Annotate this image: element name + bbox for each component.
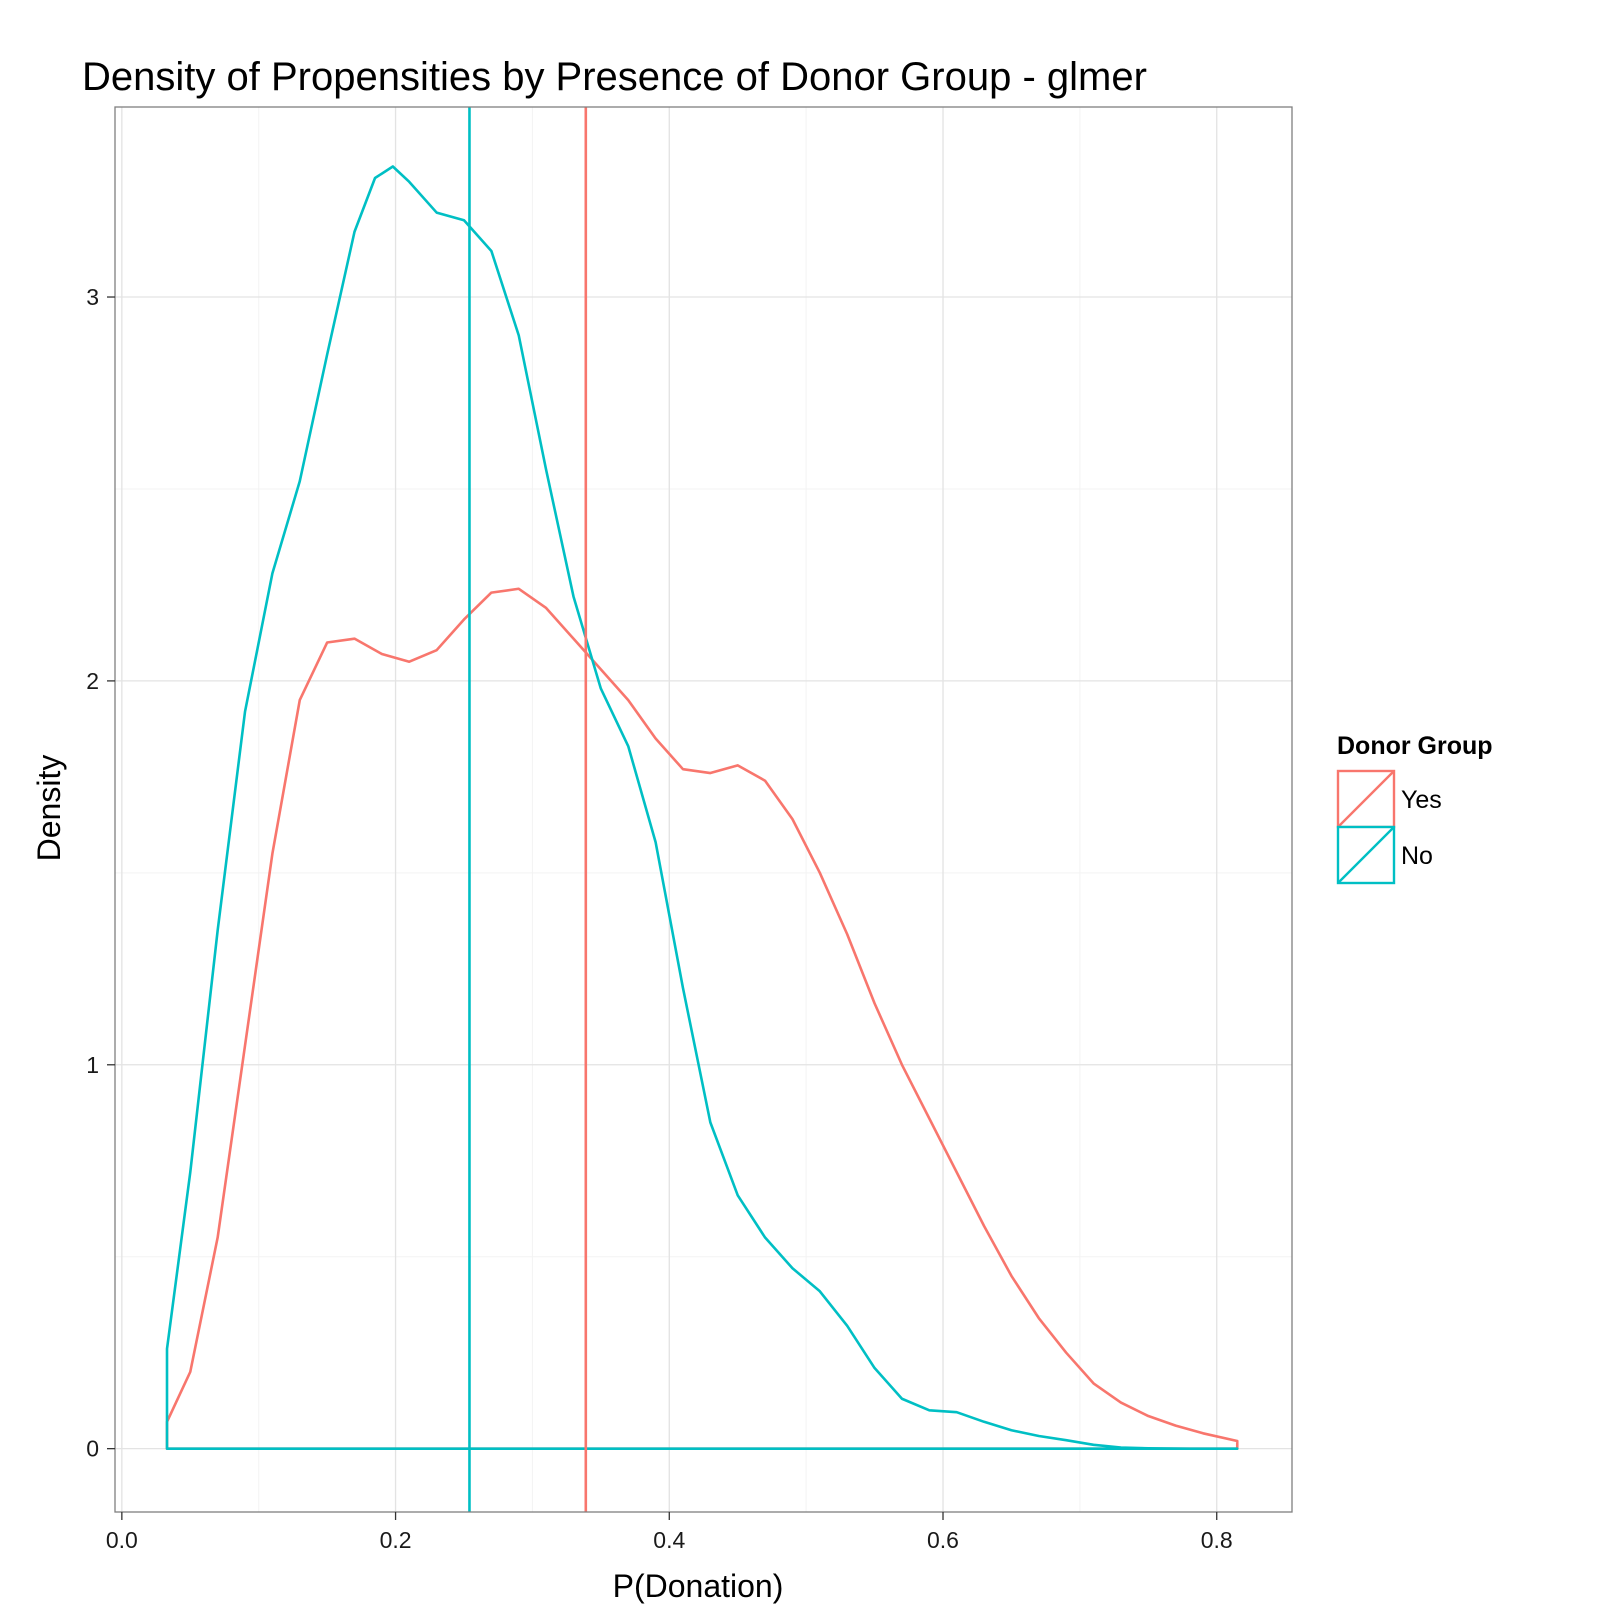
x-axis-title: P(Donation) (613, 1568, 784, 1604)
legend-title: Donor Group (1337, 732, 1493, 760)
x-tick-label: 0.2 (380, 1527, 412, 1553)
plot-panel: 0.0 0.2 0.4 0.6 0.8 0 1 2 3 (86, 106, 1293, 1553)
legend-key-slash (1337, 826, 1395, 884)
y-tick-label: 3 (86, 284, 99, 310)
density-line-yes (165, 587, 1239, 1450)
legend: Donor Group Yes No (1336, 732, 1493, 885)
y-tick-label: 2 (86, 668, 99, 694)
y-axis-title: Density (31, 755, 67, 862)
legend-key-slash (1337, 770, 1395, 828)
panel-background (115, 107, 1292, 1512)
chart-title: Density of Propensities by Presence of D… (82, 55, 1147, 99)
legend-label-yes: Yes (1401, 786, 1442, 814)
legend-label-no: No (1401, 842, 1433, 870)
x-tick-label: 0.8 (1201, 1527, 1233, 1553)
density-line-no (165, 165, 1239, 1450)
y-tick-label: 0 (86, 1436, 99, 1462)
x-tick-label: 0.4 (653, 1527, 685, 1553)
y-tick-label: 1 (86, 1052, 99, 1078)
x-tick-label: 0.6 (927, 1527, 959, 1553)
panel-border (114, 106, 1293, 1513)
x-tick-label: 0.0 (106, 1527, 138, 1553)
